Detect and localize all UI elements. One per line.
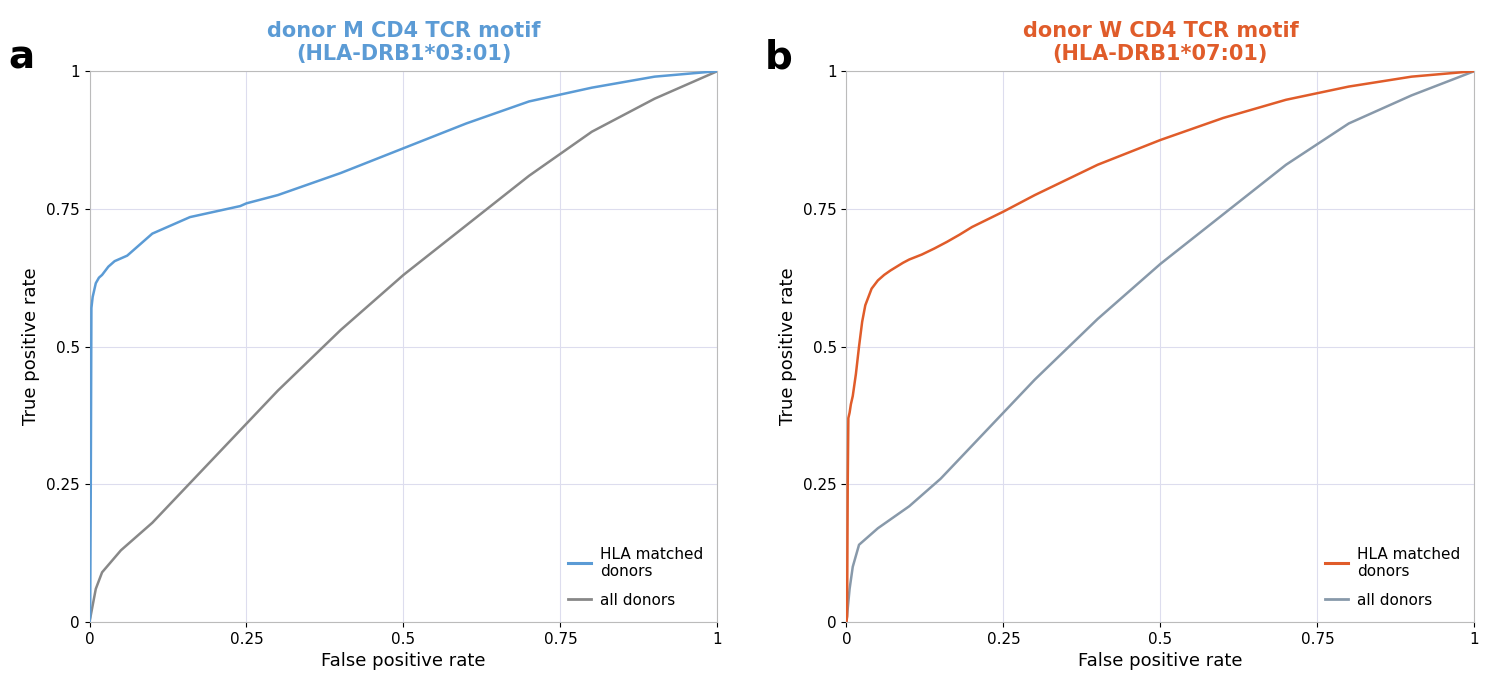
Y-axis label: True positive rate: True positive rate [22,267,40,426]
Text: a: a [8,38,34,76]
X-axis label: False positive rate: False positive rate [1078,652,1242,670]
Title: donor W CD4 TCR motif
(HLA-DRB1*07:01): donor W CD4 TCR motif (HLA-DRB1*07:01) [1023,21,1299,64]
Legend: HLA matched
donors, all donors: HLA matched donors, all donors [1318,541,1467,614]
Text: b: b [765,38,792,76]
Legend: HLA matched
donors, all donors: HLA matched donors, all donors [562,541,710,614]
Y-axis label: True positive rate: True positive rate [780,267,798,426]
Title: donor M CD4 TCR motif
(HLA-DRB1*03:01): donor M CD4 TCR motif (HLA-DRB1*03:01) [267,21,540,64]
X-axis label: False positive rate: False positive rate [321,652,486,670]
